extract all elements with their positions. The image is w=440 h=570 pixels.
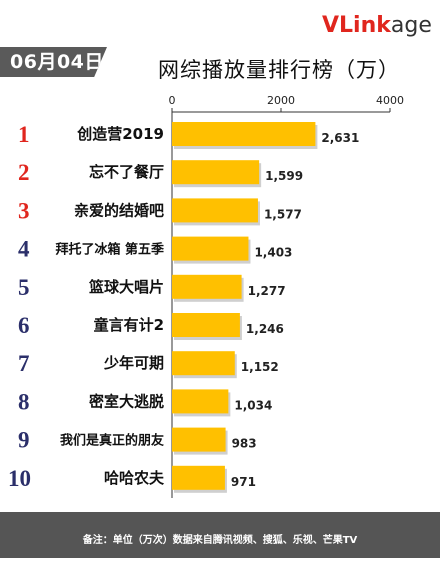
rank-label: 7 <box>18 351 30 376</box>
category-label: 童言有计2 <box>94 316 164 334</box>
chart-title: 网综播放量排行榜（万） <box>158 58 400 82</box>
category-label: 密室大逃脱 <box>89 392 164 410</box>
category-label: 创造营2019 <box>76 125 164 143</box>
brand-logo-part1: VLink <box>322 13 391 38</box>
bar <box>172 427 226 452</box>
category-label: 哈哈农夫 <box>104 469 165 487</box>
category-label: 篮球大唱片 <box>88 278 164 296</box>
rank-label: 5 <box>18 275 30 300</box>
bar <box>172 122 316 146</box>
bar <box>172 236 249 261</box>
category-label: 我们是真正的朋友 <box>60 433 164 449</box>
value-label: 1,599 <box>265 169 303 183</box>
category-label: 亲爱的结婚吧 <box>74 201 164 219</box>
bar <box>172 313 240 337</box>
value-label: 1,403 <box>254 246 292 260</box>
category-label: 忘不了餐厅 <box>89 163 164 181</box>
bar <box>172 351 235 376</box>
value-label: 2,631 <box>321 131 359 145</box>
value-label: 1,152 <box>241 360 279 374</box>
value-label: 1,246 <box>246 322 284 336</box>
value-label: 1,034 <box>234 398 272 412</box>
bar <box>172 389 229 414</box>
x-tick-label: 2000 <box>267 94 295 107</box>
category-label: 拜托了冰箱 第五季 <box>55 242 164 258</box>
bar <box>172 465 225 490</box>
value-label: 1,277 <box>248 284 286 298</box>
rank-label: 9 <box>18 428 30 453</box>
value-label: 971 <box>231 475 256 489</box>
rank-label: 10 <box>8 466 31 491</box>
bar <box>172 274 242 299</box>
footer-note: 备注：单位（万次）数据来自腾讯视频、搜狐、乐视、芒果TV <box>0 512 440 558</box>
rank-label: 8 <box>18 389 30 414</box>
category-label: 少年可期 <box>103 354 164 372</box>
value-label: 1,577 <box>264 207 302 221</box>
rank-label: 3 <box>18 198 30 223</box>
x-tick-label: 0 <box>169 94 176 107</box>
rank-label: 1 <box>18 122 30 147</box>
bar <box>172 160 260 185</box>
rank-label: 2 <box>18 160 30 185</box>
rank-label: 6 <box>18 313 30 338</box>
bar-chart: 0 2000 4000 1 创造营2019 2,631 2 忘不了餐厅 1,599 3 亲爱的结婚吧… <box>8 94 404 498</box>
rank-label: 4 <box>18 237 30 262</box>
x-tick-label: 4000 <box>376 94 404 107</box>
brand-logo-part2: age <box>390 13 432 38</box>
value-label: 983 <box>232 437 257 451</box>
brand-logo: VLinkage <box>322 13 432 39</box>
bar <box>172 198 258 223</box>
date-tag: 06月04日 <box>0 47 107 77</box>
